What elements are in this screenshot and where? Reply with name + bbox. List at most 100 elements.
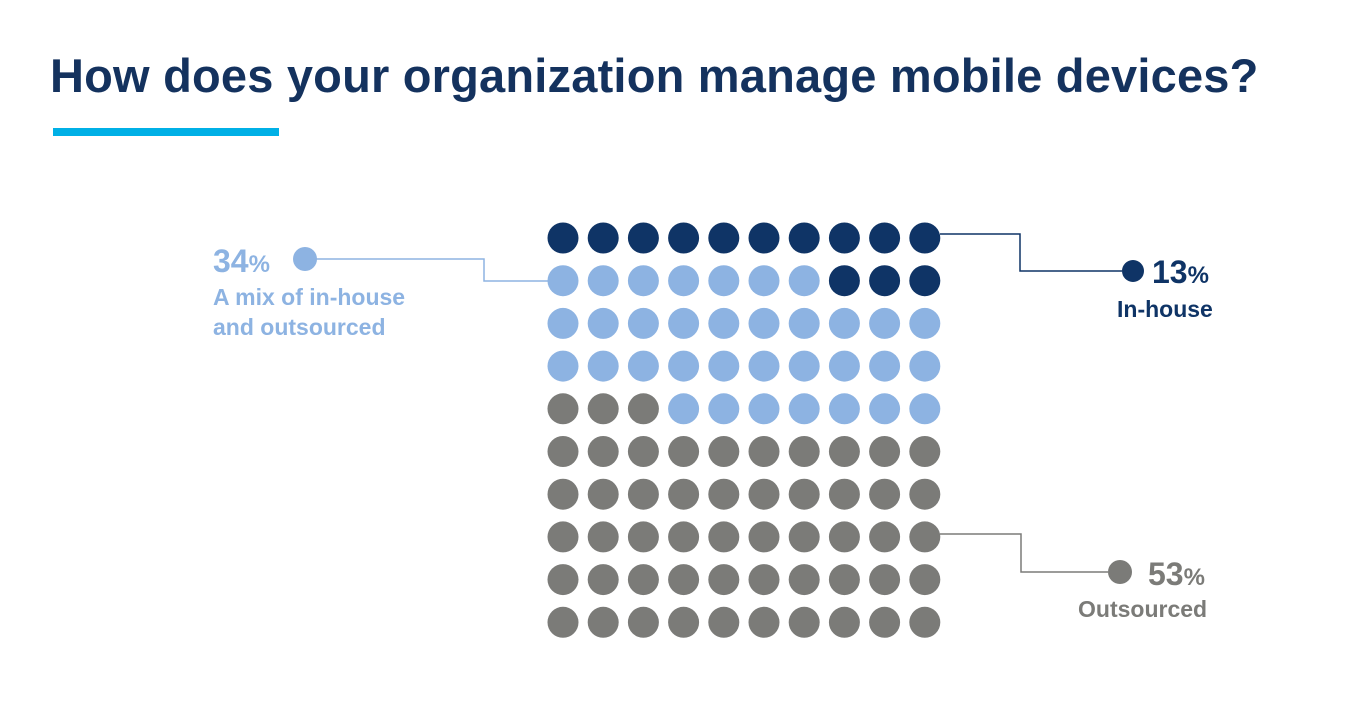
waffle-dot [708,307,740,339]
waffle-dot [587,222,619,254]
waffle-dot [708,222,740,254]
waffle-dot [869,564,901,596]
waffle-dot [547,478,579,510]
waffle-dot [828,606,860,638]
waffle-dot [587,307,619,339]
waffle-dot [708,393,740,425]
waffle-dot [909,393,941,425]
waffle-dot [547,564,579,596]
waffle-dot [909,265,941,297]
waffle-dot [668,307,700,339]
waffle-dot [668,222,700,254]
series-label-mix-line2: and outsourced [213,314,386,340]
waffle-dot [869,436,901,467]
waffle-dot [909,521,941,553]
waffle-dot [587,564,619,596]
legend-dot-mix [293,247,317,271]
legend-dot-in-house [1122,260,1144,282]
waffle-dot [587,478,619,510]
title-underline [53,128,279,136]
waffle-dot [788,478,820,510]
waffle-dot [828,564,860,596]
waffle-dot [828,307,860,339]
chart-title: How does your organization manage mobile… [50,49,1259,102]
waffle-dot [668,564,700,596]
waffle-dot [748,521,780,553]
waffle-dot [748,265,780,297]
waffle-dot [668,393,700,425]
waffle-dot [547,222,579,254]
waffle-dot [748,393,780,425]
waffle-dot [627,564,659,596]
waffle-dot [627,307,659,339]
series-label-outsourced: Outsourced [1078,596,1207,622]
waffle-dot [587,265,619,297]
waffle-dot [748,222,780,254]
waffle-dot [587,606,619,638]
waffle-dot [668,606,700,638]
waffle-dot [627,521,659,553]
waffle-dot [547,307,579,339]
waffle-dot [869,350,901,382]
waffle-dot [828,436,860,467]
waffle-dot [587,521,619,553]
connector-line-in-house [940,233,1122,272]
waffle-dot [748,606,780,638]
waffle-dot [627,436,659,467]
waffle-dot [587,393,619,425]
waffle-dot [909,222,941,254]
series-label-mix-line1: A mix of in-house [213,284,405,310]
waffle-dot [788,265,820,297]
waffle-dot [909,350,941,382]
value-label-in-house: 13% [1152,254,1209,290]
waffle-dot [627,265,659,297]
waffle-dot [708,478,740,510]
waffle-dot [547,436,579,467]
waffle-dot [788,393,820,425]
waffle-dot [828,350,860,382]
waffle-dot [828,393,860,425]
waffle-dot [668,478,700,510]
waffle-dot [869,222,901,254]
waffle-dot [708,521,740,553]
waffle-dot [828,222,860,254]
waffle-dot [869,307,901,339]
value-label-mix: 34% [213,243,270,279]
waffle-dot [788,564,820,596]
waffle-dot [828,521,860,553]
waffle-dot [748,350,780,382]
waffle-dot [909,564,941,596]
waffle-dot [748,478,780,510]
waffle-dot [788,606,820,638]
waffle-dot [909,606,941,638]
waffle-dot [748,436,780,467]
waffle-dot [708,564,740,596]
waffle-dot [748,307,780,339]
waffle-dot [547,393,579,425]
waffle-dot [748,564,780,596]
series-label-in-house: In-house [1117,296,1213,322]
waffle-dot [547,606,579,638]
waffle-dot [909,436,941,467]
waffle-dot [869,478,901,510]
waffle-dot [627,478,659,510]
waffle-dot [627,222,659,254]
waffle-dot [828,478,860,510]
connector-line-mix [316,258,548,282]
waffle-dot [869,521,901,553]
waffle-dot [708,350,740,382]
waffle-dot [547,265,579,297]
waffle-dot [547,350,579,382]
waffle-dot [788,307,820,339]
connector-line-outsourced [940,533,1108,573]
waffle-dot [788,521,820,553]
waffle-dot [708,606,740,638]
waffle-dot [909,307,941,339]
waffle-dot [708,436,740,467]
waffle-dot [708,265,740,297]
waffle-dot [869,606,901,638]
waffle-dot [587,350,619,382]
legend-dot-outsourced [1108,560,1132,584]
waffle-dot [869,393,901,425]
